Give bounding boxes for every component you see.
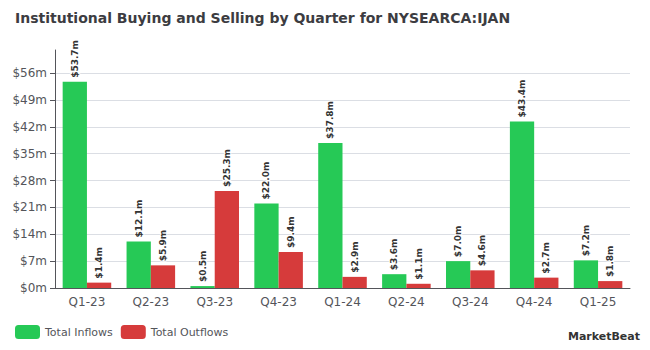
svg-text:Q4-24: Q4-24: [516, 295, 553, 309]
svg-text:$25.3m: $25.3m: [222, 149, 232, 187]
svg-text:$7m: $7m: [20, 254, 47, 268]
svg-text:Q1-25: Q1-25: [580, 295, 617, 309]
svg-text:$4.6m: $4.6m: [477, 235, 487, 267]
svg-text:$28m: $28m: [12, 174, 47, 188]
svg-text:$7.2m: $7.2m: [581, 225, 591, 257]
svg-text:$43.4m: $43.4m: [517, 80, 527, 118]
svg-text:$1.4m: $1.4m: [94, 247, 104, 279]
svg-text:$2.9m: $2.9m: [350, 241, 360, 273]
svg-text:$56m: $56m: [12, 66, 47, 80]
svg-text:Total Outflows: Total Outflows: [150, 326, 229, 339]
svg-text:$14m: $14m: [12, 227, 47, 241]
svg-text:Institutional Buying and Selli: Institutional Buying and Selling by Quar…: [15, 10, 510, 26]
svg-text:Q3-23: Q3-23: [196, 295, 233, 309]
svg-text:MarketBeat: MarketBeat: [568, 330, 640, 343]
svg-text:$9.4m: $9.4m: [286, 216, 296, 248]
svg-text:$0.5m: $0.5m: [198, 250, 208, 282]
svg-text:Q2-23: Q2-23: [132, 295, 169, 309]
svg-text:$21m: $21m: [12, 200, 47, 214]
svg-text:$1.1m: $1.1m: [414, 248, 424, 280]
svg-text:$1.8m: $1.8m: [605, 245, 615, 277]
svg-text:$49m: $49m: [12, 93, 47, 107]
svg-text:$35m: $35m: [12, 147, 47, 161]
svg-text:Q1-24: Q1-24: [324, 295, 361, 309]
svg-text:Q3-24: Q3-24: [452, 295, 489, 309]
svg-text:$0m: $0m: [20, 281, 47, 295]
svg-text:$7.0m: $7.0m: [453, 226, 463, 258]
svg-text:$22.0m: $22.0m: [261, 162, 271, 200]
svg-text:$3.6m: $3.6m: [389, 239, 399, 271]
svg-text:$12.1m: $12.1m: [134, 200, 144, 238]
svg-text:$2.7m: $2.7m: [541, 242, 551, 274]
svg-text:Q2-24: Q2-24: [388, 295, 425, 309]
svg-text:$53.7m: $53.7m: [70, 40, 80, 78]
svg-text:Q4-23: Q4-23: [260, 295, 297, 309]
svg-text:$5.9m: $5.9m: [158, 230, 168, 262]
svg-text:Q1-23: Q1-23: [69, 295, 106, 309]
svg-text:$37.8m: $37.8m: [325, 101, 335, 139]
svg-text:$42m: $42m: [12, 120, 47, 134]
svg-text:Total Inflows: Total Inflows: [44, 326, 113, 339]
